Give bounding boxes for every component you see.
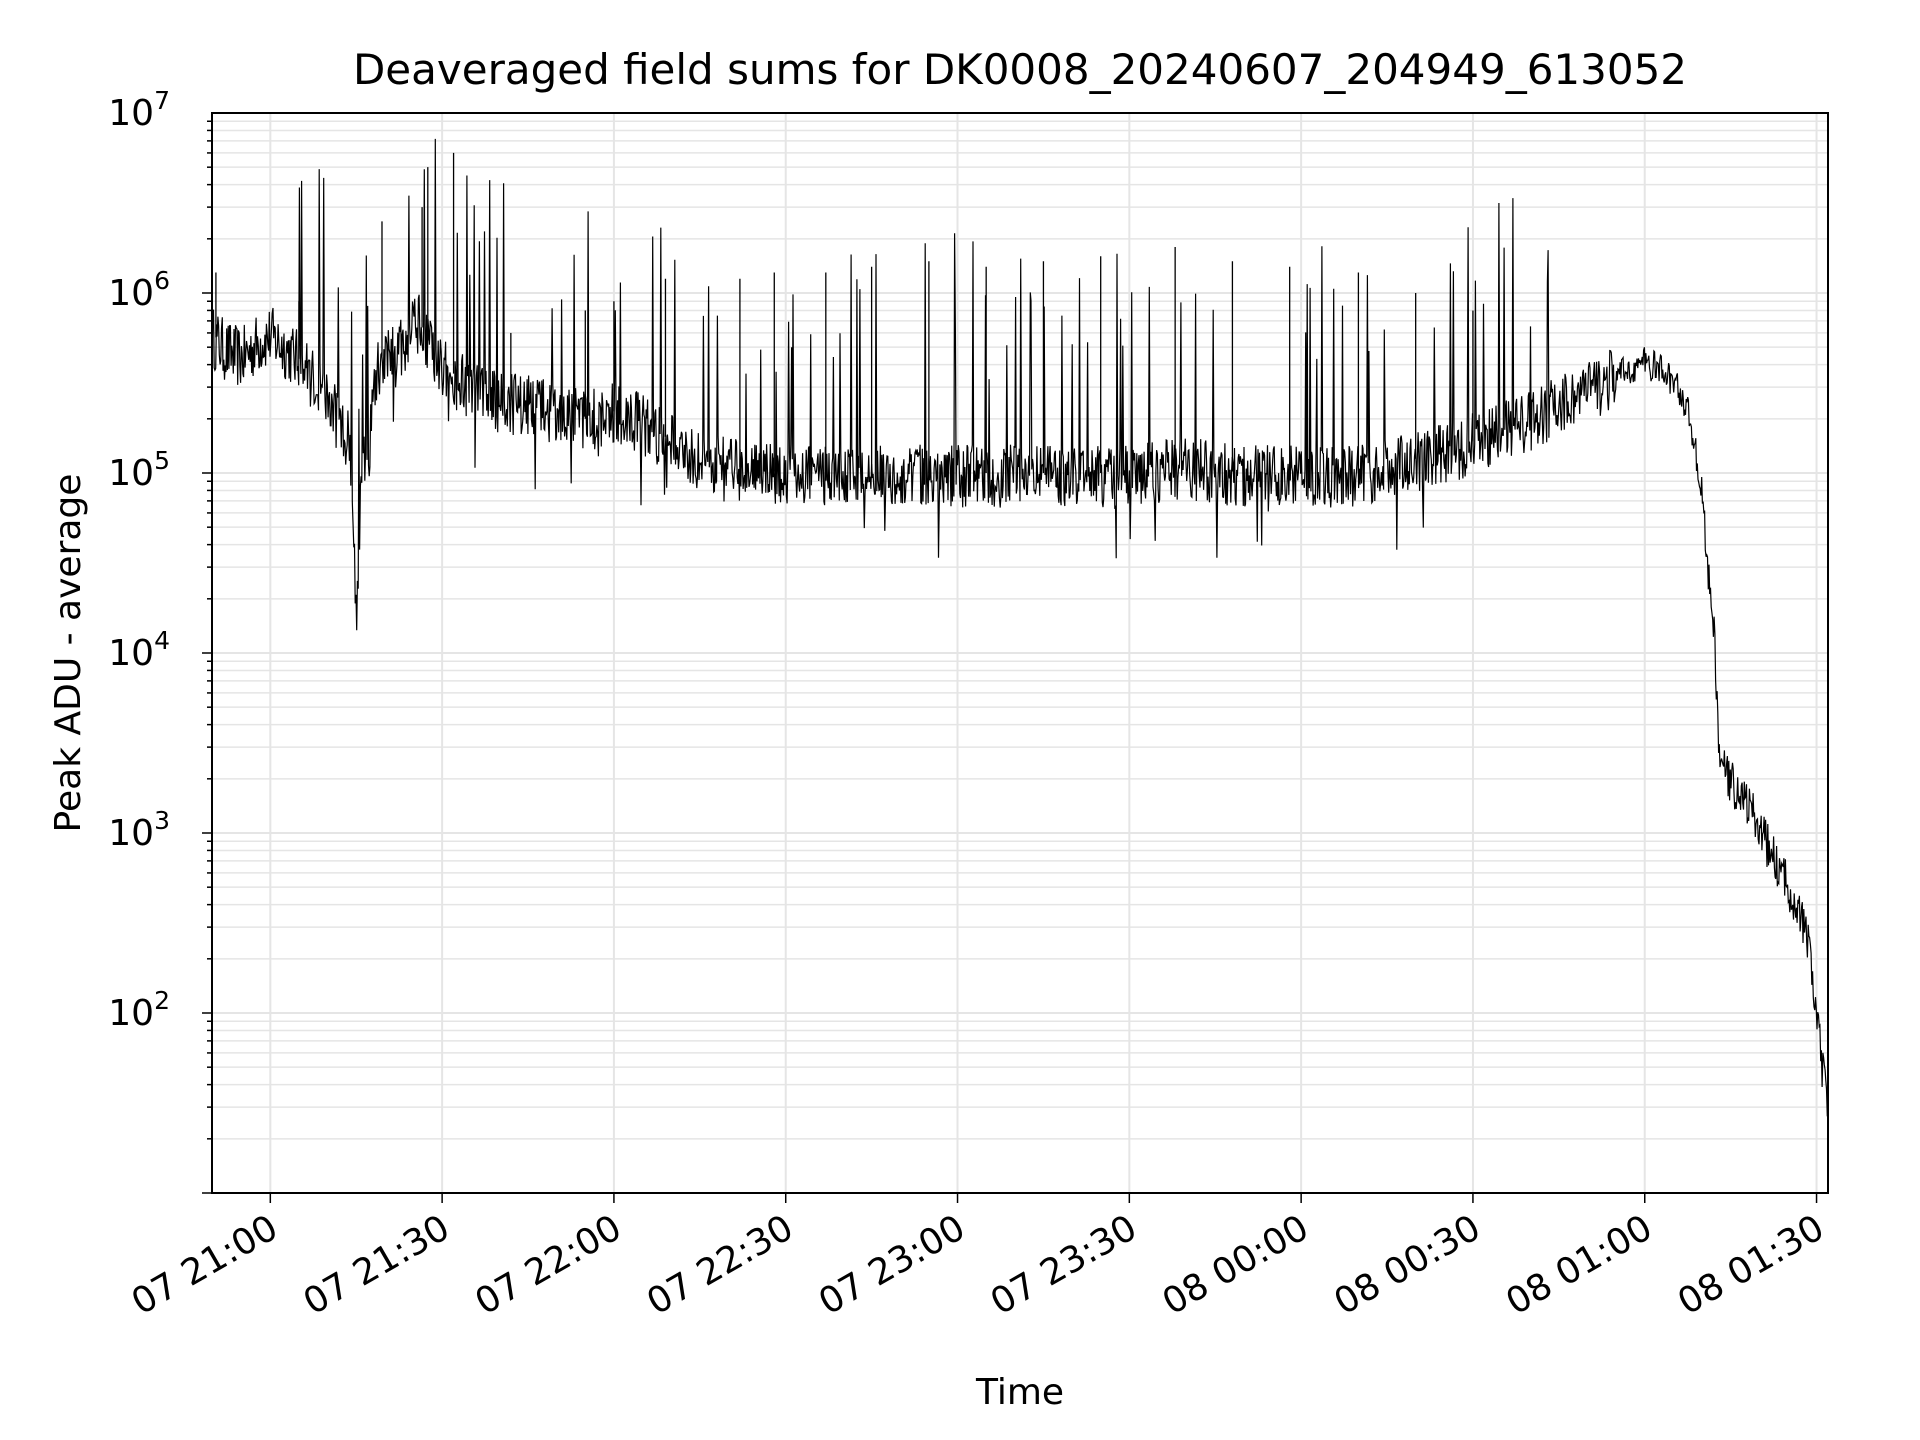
x-tick-label: 07 21:00 [125,1207,285,1323]
x-axis-label: Time [975,1372,1064,1413]
y-tick-label-base: 10 [108,273,154,314]
x-tick-label: 07 23:30 [984,1207,1144,1323]
y-tick-label-exponent: 6 [154,266,170,295]
y-tick-label-exponent: 2 [154,986,170,1015]
x-tick-label: 07 22:30 [640,1207,800,1323]
y-tick-label: 103 [108,806,170,854]
y-tick-label-base: 10 [108,813,154,854]
x-axis: 07 21:00 07 21:30 07 22:00 07 22:30 07 23:00… [125,1193,1831,1323]
y-tick-label: 104 [108,626,170,674]
x-tick-label: 08 01:30 [1671,1207,1831,1323]
x-tick-label: 07 21:30 [297,1207,457,1323]
y-tick-label: 102 [108,986,170,1034]
x-tick-label: 08 00:30 [1328,1207,1488,1323]
grid [212,113,1828,1194]
y-tick-label-base: 10 [108,993,154,1034]
x-tick-label: 07 22:00 [468,1207,628,1323]
y-tick-label-base: 10 [108,633,154,674]
y-tick-label-exponent: 7 [154,86,170,115]
y-tick-label-base: 10 [108,93,154,134]
chart-title: Deaveraged field sums for DK0008_2024060… [353,45,1687,94]
y-axis-label: Peak ADU - average [48,474,89,833]
y-tick-label: 107 [108,86,170,134]
x-tick-label: 08 00:00 [1156,1207,1316,1323]
y-tick-label: 105 [108,446,170,494]
series-line-group [211,138,1829,1117]
x-tick-label: 08 01:00 [1499,1207,1659,1323]
series-line [211,138,1829,1117]
y-tick-label: 106 [108,266,170,314]
y-tick-label-exponent: 4 [154,626,170,655]
y-tick-label-base: 10 [108,453,154,494]
x-tick-label: 07 23:00 [812,1207,972,1323]
y-tick-label-exponent: 5 [154,446,170,475]
y-tick-label-exponent: 3 [154,806,170,835]
